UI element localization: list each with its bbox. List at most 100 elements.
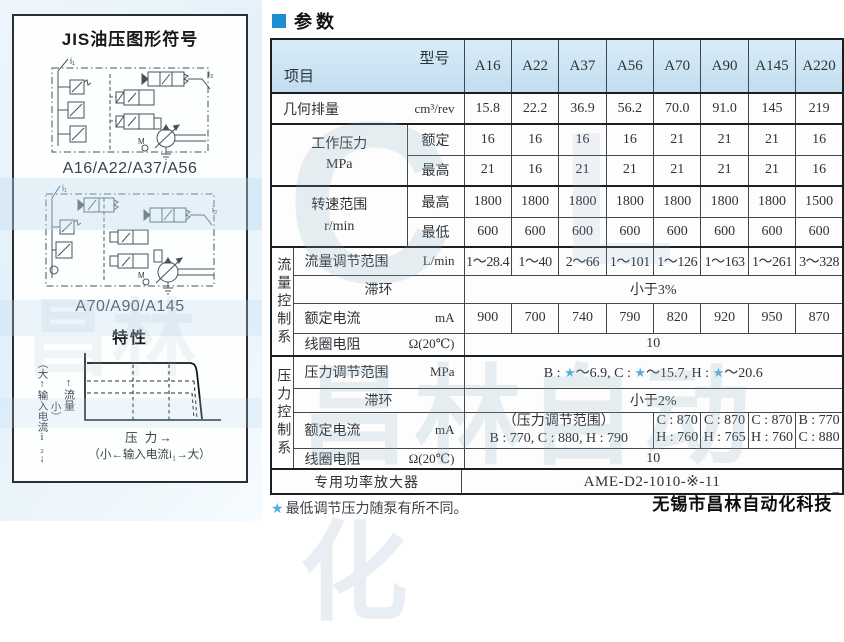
hydraulic-diagram-2: i₁ i₂ M xyxy=(45,183,218,295)
table-cell: 900 xyxy=(463,302,512,334)
table-row: 额定电流 mA 900 700 740 790 820 920 950 870 xyxy=(271,302,844,334)
table-cell: 91.0 xyxy=(700,92,749,125)
table-cell: 56.2 xyxy=(605,92,655,125)
corner-item-label: 项目 xyxy=(284,69,315,85)
table-cell: 15.8 xyxy=(463,92,512,125)
table-row: 滞环 小于3% xyxy=(271,274,844,304)
characteristics-title: 特性 xyxy=(111,330,148,347)
table-cell: 2～66 xyxy=(558,246,607,276)
chart-x-axis-label: 压 力→ xyxy=(125,431,174,445)
model-header: A70 xyxy=(652,38,702,94)
table-cell: 1800 xyxy=(700,185,749,218)
corner-model-label: 型号 xyxy=(419,51,450,67)
table-cell: 21 xyxy=(747,154,797,187)
table-cell: 3～328 xyxy=(795,246,844,276)
table-cell: 21 xyxy=(558,154,607,187)
table-cell: 1～126 xyxy=(652,246,702,276)
table-cell: 22.2 xyxy=(510,92,560,125)
amplifier-label: 专用功率放大器 xyxy=(272,470,462,493)
row-label-pressure-current: 额定电流 mA xyxy=(292,411,465,449)
table-row: 线圈电阻 Ω(20℃) 10 xyxy=(271,332,844,357)
table-cell-span: 小于3% xyxy=(463,274,844,304)
section-label-pressure-control: 压力控制系 xyxy=(270,355,294,471)
table-row: 流量控制系 流量调节范围 L/min 1～28.4 1～40 2～66 1～101… xyxy=(270,246,844,357)
table-cell: 21 xyxy=(463,154,512,187)
chart-x-axis-sublabel: （小←输入电流i₁→大） xyxy=(88,449,211,461)
row-label-displacement: 几何排量 cm³/rev xyxy=(270,92,465,125)
characteristics-chart: （大↑输入电流i₂↓小） ↑流量 压 力→ （小←输入电流i₁→大） xyxy=(14,350,246,472)
table-cell: 1～28.4 xyxy=(463,246,512,276)
motor-label: M xyxy=(138,137,145,146)
i1-label: i₁ xyxy=(70,56,75,66)
diagram1-label: A16/A22/A37/A56 xyxy=(62,160,198,177)
amplifier-value: AME-D2-1010-※-11 xyxy=(583,474,721,490)
star-icon: ★ xyxy=(564,365,576,381)
table-cell: C : 870 H : 760 xyxy=(747,411,797,449)
table-cell: 145 xyxy=(747,92,797,125)
row-label-working-pressure: 工作压力 MPa xyxy=(270,123,408,187)
model-header: A90 xyxy=(700,38,749,94)
table-cell: 219 xyxy=(795,92,844,125)
table-cell: 21 xyxy=(700,154,749,187)
table-cell: 16 xyxy=(795,123,844,156)
table-cell: B : 770 C : 880 xyxy=(795,411,844,449)
i2-label: i₂ xyxy=(212,205,218,215)
table-cell: 1～101 xyxy=(605,246,655,276)
table-cell-span: 10 xyxy=(463,447,844,471)
model-header: A56 xyxy=(605,38,655,94)
table-cell: 16 xyxy=(795,154,844,187)
table-cell: 21 xyxy=(652,123,702,156)
row-label-speed-range: 转速范围 r/min xyxy=(270,185,408,248)
sub-label-rated: 额定 xyxy=(406,123,465,156)
section-label-flow-control: 流量控制系 xyxy=(270,246,294,357)
table-cell: 16 xyxy=(510,123,560,156)
table-cell: 1800 xyxy=(558,185,607,218)
table-row: 压力控制系 压力调节范围 MPa B : ★～6.9, C : ★～15.7, H… xyxy=(270,355,844,471)
pressure-range-cell: B : ★～6.9, C : ★～15.7, H : ★～20.6 xyxy=(463,355,844,389)
chart-y-axis-inner-label: ↑流量 xyxy=(62,377,75,411)
parameters-heading-text: 参数 xyxy=(294,12,338,32)
hydraulic-diagram-1: i₁ i₂ M xyxy=(51,56,214,160)
table-cell: 600 xyxy=(463,216,512,248)
table-cell: 21 xyxy=(700,123,749,156)
table-cell: 600 xyxy=(605,216,655,248)
table-row: 最高 21 16 21 21 21 21 21 16 xyxy=(271,154,844,187)
spec-table: 型号 项目 A16 A22 A37 A56 A70 A90 A145 A220 … xyxy=(270,38,844,471)
row-label-pressure-range: 压力调节范围 MPa xyxy=(292,355,465,389)
table-cell: 700 xyxy=(510,302,560,334)
table-cell: 1800 xyxy=(652,185,702,218)
table-cell: 36.9 xyxy=(558,92,607,125)
flow-pressure-curve xyxy=(83,353,221,421)
catalog-page: JIS油压图形符号 xyxy=(0,0,844,521)
sub-label-max: 最高 xyxy=(406,185,465,218)
table-row: 几何排量 cm³/rev 15.8 22.2 36.9 56.2 70.0 91.… xyxy=(270,92,844,125)
table-cell: 600 xyxy=(652,216,702,248)
star-icon: ★ xyxy=(634,365,647,381)
table-cell: 16 xyxy=(605,123,655,156)
table-row: 最低 600 600 600 600 600 600 600 600 xyxy=(271,216,844,248)
pressure-current-note-cell: （压力调节范围） B : 770, C : 880, H : 790 xyxy=(463,411,654,449)
i2-label: i₂ xyxy=(208,69,214,79)
model-header: A22 xyxy=(510,38,560,94)
table-cell: 1800 xyxy=(463,185,512,218)
model-header: A37 xyxy=(558,38,607,94)
table-row: 转速范围 r/min 最高 1800 1800 1800 1800 1800 1… xyxy=(270,185,844,248)
table-cell: 740 xyxy=(558,302,607,334)
parameters-heading: 参数 xyxy=(272,8,338,34)
footnote: ★ 最低调节压力随泵有所不同。 xyxy=(271,502,468,517)
table-row: 额定电流 mA （压力调节范围） B : 770, C : 880, H : 79… xyxy=(271,411,844,449)
table-cell: 600 xyxy=(700,216,749,248)
table-cell: 1～40 xyxy=(510,246,560,276)
panel-title: JIS油压图形符号 xyxy=(61,30,199,49)
table-cell: 600 xyxy=(558,216,607,248)
star-icon: ★ xyxy=(271,502,284,517)
table-cell: 950 xyxy=(747,302,797,334)
table-cell: 21 xyxy=(652,154,702,187)
row-label-flow-range: 流量调节范围 L/min xyxy=(292,246,465,276)
table-cell: C : 870 H : 765 xyxy=(700,411,749,449)
table-cell: 21 xyxy=(747,123,797,156)
diagram2-label: A70/A90/A145 xyxy=(75,298,185,315)
table-row: 滞环 小于2% xyxy=(271,387,844,413)
model-header: A16 xyxy=(463,38,512,94)
table-cell: 820 xyxy=(652,302,702,334)
